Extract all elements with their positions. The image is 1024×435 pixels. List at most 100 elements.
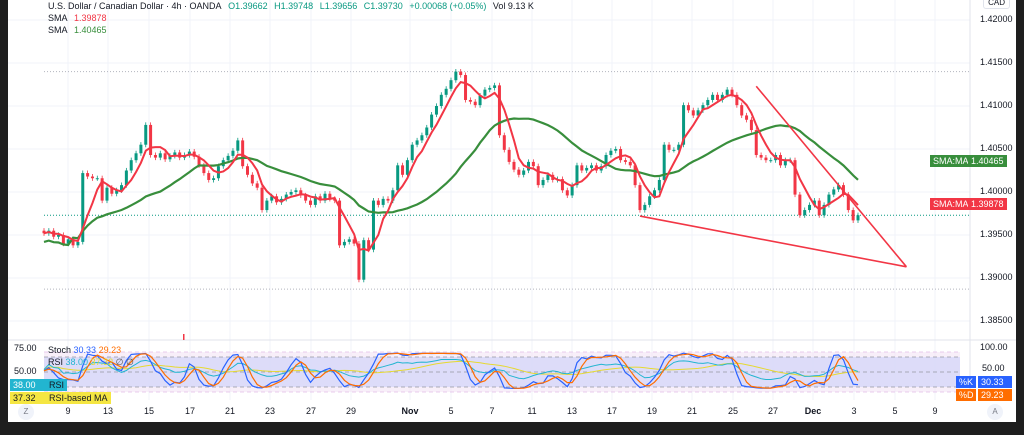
- candle-up: [391, 190, 395, 201]
- sma-fast-value: 1.39878: [74, 13, 107, 23]
- sma-slow-value: 1.40465: [74, 25, 107, 35]
- sma-badge-label: SMA:MA: [930, 155, 972, 167]
- time-axis-label: 17: [606, 406, 617, 416]
- sma-badge-label: SMA:MA: [930, 198, 972, 210]
- zoom-reset-button[interactable]: Z: [18, 404, 34, 420]
- chart-canvas[interactable]: [8, 0, 1016, 422]
- sma-badge-value: 1.40465: [968, 155, 1007, 167]
- candle-down: [464, 75, 468, 100]
- candle-up: [212, 178, 216, 180]
- time-axis-label: 11: [527, 406, 537, 416]
- candle-up: [677, 144, 681, 150]
- time-axis-label: 13: [566, 406, 577, 416]
- time-axis-label: 9: [65, 406, 71, 416]
- candle-up: [129, 160, 133, 171]
- ohlc-close: C1.39730: [363, 1, 403, 11]
- candle-up: [342, 241, 346, 246]
- candle-down: [357, 243, 361, 280]
- candle-down: [560, 179, 564, 191]
- osc-left-tick-50: 50.00: [14, 366, 37, 376]
- rsi-ma-badge-value: 37.32: [10, 392, 46, 404]
- candle-down: [71, 239, 75, 246]
- sma-fast-legend[interactable]: SMA 1.39878: [48, 13, 111, 24]
- candle-down: [338, 200, 342, 246]
- candle-up: [231, 150, 235, 156]
- rsi-badge-label: RSI: [46, 379, 68, 391]
- sma-slow-legend[interactable]: SMA 1.40465: [48, 25, 111, 36]
- candle-up: [66, 239, 70, 244]
- rsi-ma-value: 37.32: [90, 357, 114, 367]
- rsi-ma-badge-label: RSI-based MA: [46, 392, 111, 404]
- candle-down: [817, 200, 821, 216]
- candle-down: [735, 94, 739, 106]
- candle-up: [139, 144, 143, 154]
- time-axis-label: 5: [448, 406, 454, 416]
- candle-up: [81, 173, 85, 242]
- candle-down: [149, 124, 153, 156]
- candle-up: [832, 189, 836, 195]
- candle-up: [575, 165, 579, 186]
- time-axis-label: Nov: [401, 406, 419, 416]
- candle-up: [585, 167, 589, 171]
- stoch-k-value: 30.33: [73, 345, 97, 355]
- candle-down: [468, 99, 472, 102]
- candle-down: [401, 165, 405, 175]
- rsi-extra-1: ∅: [115, 357, 124, 367]
- lower-trendline: [639, 215, 907, 268]
- time-axis-label: 15: [143, 406, 154, 416]
- sma-slow-line: [43, 117, 859, 247]
- osc-left-tick-75: 75.00: [14, 343, 37, 353]
- price-axis-label: 1.40000: [980, 186, 1013, 196]
- symbol-title[interactable]: U.S. Dollar / Canadian Dollar · 4h · OAN…: [48, 1, 222, 11]
- candle-up: [725, 89, 729, 95]
- price-axis-label: 1.38500: [980, 315, 1013, 325]
- candle-down: [260, 187, 264, 211]
- candle-down: [308, 200, 312, 205]
- price-axis-label: 1.40500: [980, 143, 1013, 153]
- time-axis-label: 13: [102, 406, 113, 416]
- candle-up: [134, 153, 138, 161]
- stoch-legend[interactable]: Stoch 30.33 29.23: [48, 345, 121, 356]
- price-axis-label: 1.41000: [980, 100, 1013, 110]
- candle-up: [410, 144, 414, 161]
- candle-down: [512, 161, 516, 170]
- candle-down: [376, 200, 380, 205]
- stoch-k-badge-value: 30.33: [978, 376, 1012, 388]
- candle-up: [803, 210, 807, 216]
- candle-up: [120, 185, 124, 191]
- event-marker: [183, 334, 185, 340]
- candle-up: [265, 200, 269, 211]
- auto-scale-button[interactable]: A: [987, 404, 1003, 420]
- stoch-d-badge-value: 29.23: [978, 389, 1012, 401]
- price-axis-label: 1.41500: [980, 57, 1013, 67]
- ohlc-high: H1.39748: [274, 1, 314, 11]
- chart-window[interactable]: U.S. Dollar / Canadian Dollar · 4h · OAN…: [8, 0, 1016, 422]
- volume: Vol 9.13 K: [492, 1, 534, 11]
- candle-down: [386, 198, 390, 201]
- candle-down: [163, 153, 167, 160]
- candle-down: [749, 119, 753, 131]
- candle-up: [173, 152, 177, 156]
- candle-up: [657, 179, 661, 191]
- candle-up: [546, 174, 550, 180]
- stoch-d-value: 29.23: [98, 345, 122, 355]
- candle-down: [793, 160, 797, 195]
- candle-down: [565, 190, 569, 196]
- candle-down: [517, 169, 521, 175]
- time-axis-label: 29: [345, 406, 356, 416]
- candle-up: [144, 124, 148, 145]
- candle-up: [381, 198, 385, 205]
- candle-down: [241, 140, 245, 167]
- upper-trendline: [755, 85, 908, 268]
- candle-up: [313, 196, 317, 205]
- sma-fast-line: [43, 80, 859, 252]
- stoch-d-line: [43, 352, 859, 389]
- symbol-header: U.S. Dollar / Canadian Dollar · 4h · OAN…: [48, 1, 538, 12]
- candle-up: [449, 80, 453, 89]
- rsi-legend[interactable]: RSI 38.00 37.32 ∅ ∅: [48, 357, 134, 368]
- candle-up: [105, 187, 109, 201]
- rsi-value: 38.00: [65, 357, 89, 367]
- candle-up: [405, 160, 409, 175]
- candle-down: [328, 193, 332, 199]
- currency-button[interactable]: CAD: [983, 0, 1010, 9]
